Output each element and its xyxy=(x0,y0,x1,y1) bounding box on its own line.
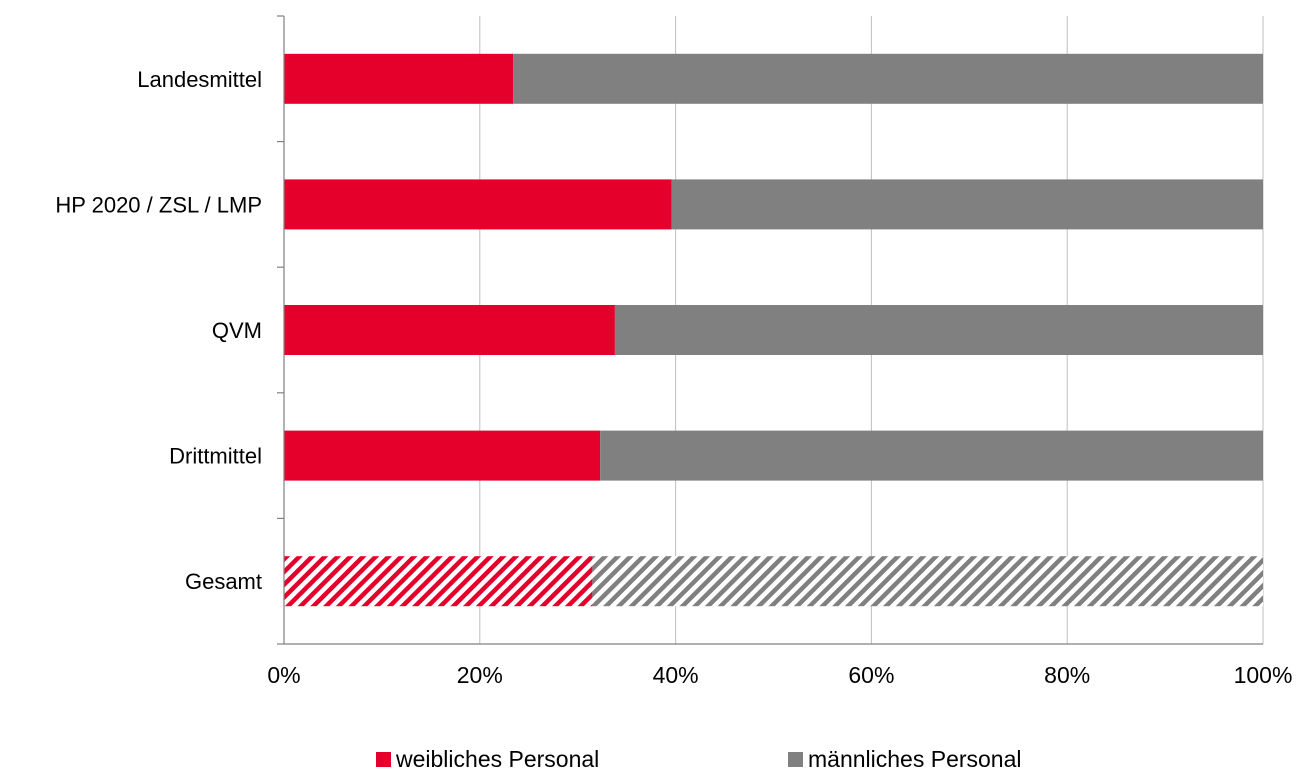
category-labels: Landesmittel HP 2020 / ZSL / LMP QVM Drittm… xyxy=(55,67,262,594)
x-tick-label-1: 20% xyxy=(457,662,503,688)
x-tick-label-5: 100% xyxy=(1234,662,1293,688)
x-tick-label-2: 40% xyxy=(653,662,699,688)
x-axis-ticks: 0% 20% 40% 60% 80% 100% xyxy=(267,662,1292,688)
axes xyxy=(277,15,1263,645)
category-label-landesmittel: Landesmittel xyxy=(137,67,262,92)
bars xyxy=(284,53,1263,607)
category-label-qvm: QVM xyxy=(212,318,262,343)
bar-hp-2020-zsl-lmp-male xyxy=(671,179,1263,230)
x-tick-label-4: 80% xyxy=(1044,662,1090,688)
x-tick-label-3: 60% xyxy=(848,662,894,688)
category-label-hp-2020-zsl-lmp: HP 2020 / ZSL / LMP xyxy=(55,192,262,217)
legend-label-female: weibliches Personal xyxy=(395,746,599,772)
legend-swatch-female xyxy=(376,752,391,767)
bar-qvm-male xyxy=(614,305,1263,355)
bar-hp-2020-zsl-lmp-female xyxy=(284,179,672,230)
x-tick-label-0: 0% xyxy=(267,662,300,688)
category-label-drittmittel: Drittmittel xyxy=(169,444,262,469)
category-label-gesamt: Gesamt xyxy=(185,569,262,594)
legend: weibliches Personal männliches Personal xyxy=(376,746,1022,772)
bar-landesmittel-female xyxy=(284,53,514,104)
legend-label-male: männliches Personal xyxy=(808,746,1022,772)
bar-gesamt-female xyxy=(284,556,593,607)
bar-qvm-female xyxy=(284,305,615,355)
bar-drittmittel-male xyxy=(600,430,1263,481)
bar-gesamt-male xyxy=(592,556,1263,607)
bar-drittmittel-female xyxy=(284,430,601,481)
bar-landesmittel-male xyxy=(513,53,1263,104)
legend-swatch-male xyxy=(788,752,803,767)
